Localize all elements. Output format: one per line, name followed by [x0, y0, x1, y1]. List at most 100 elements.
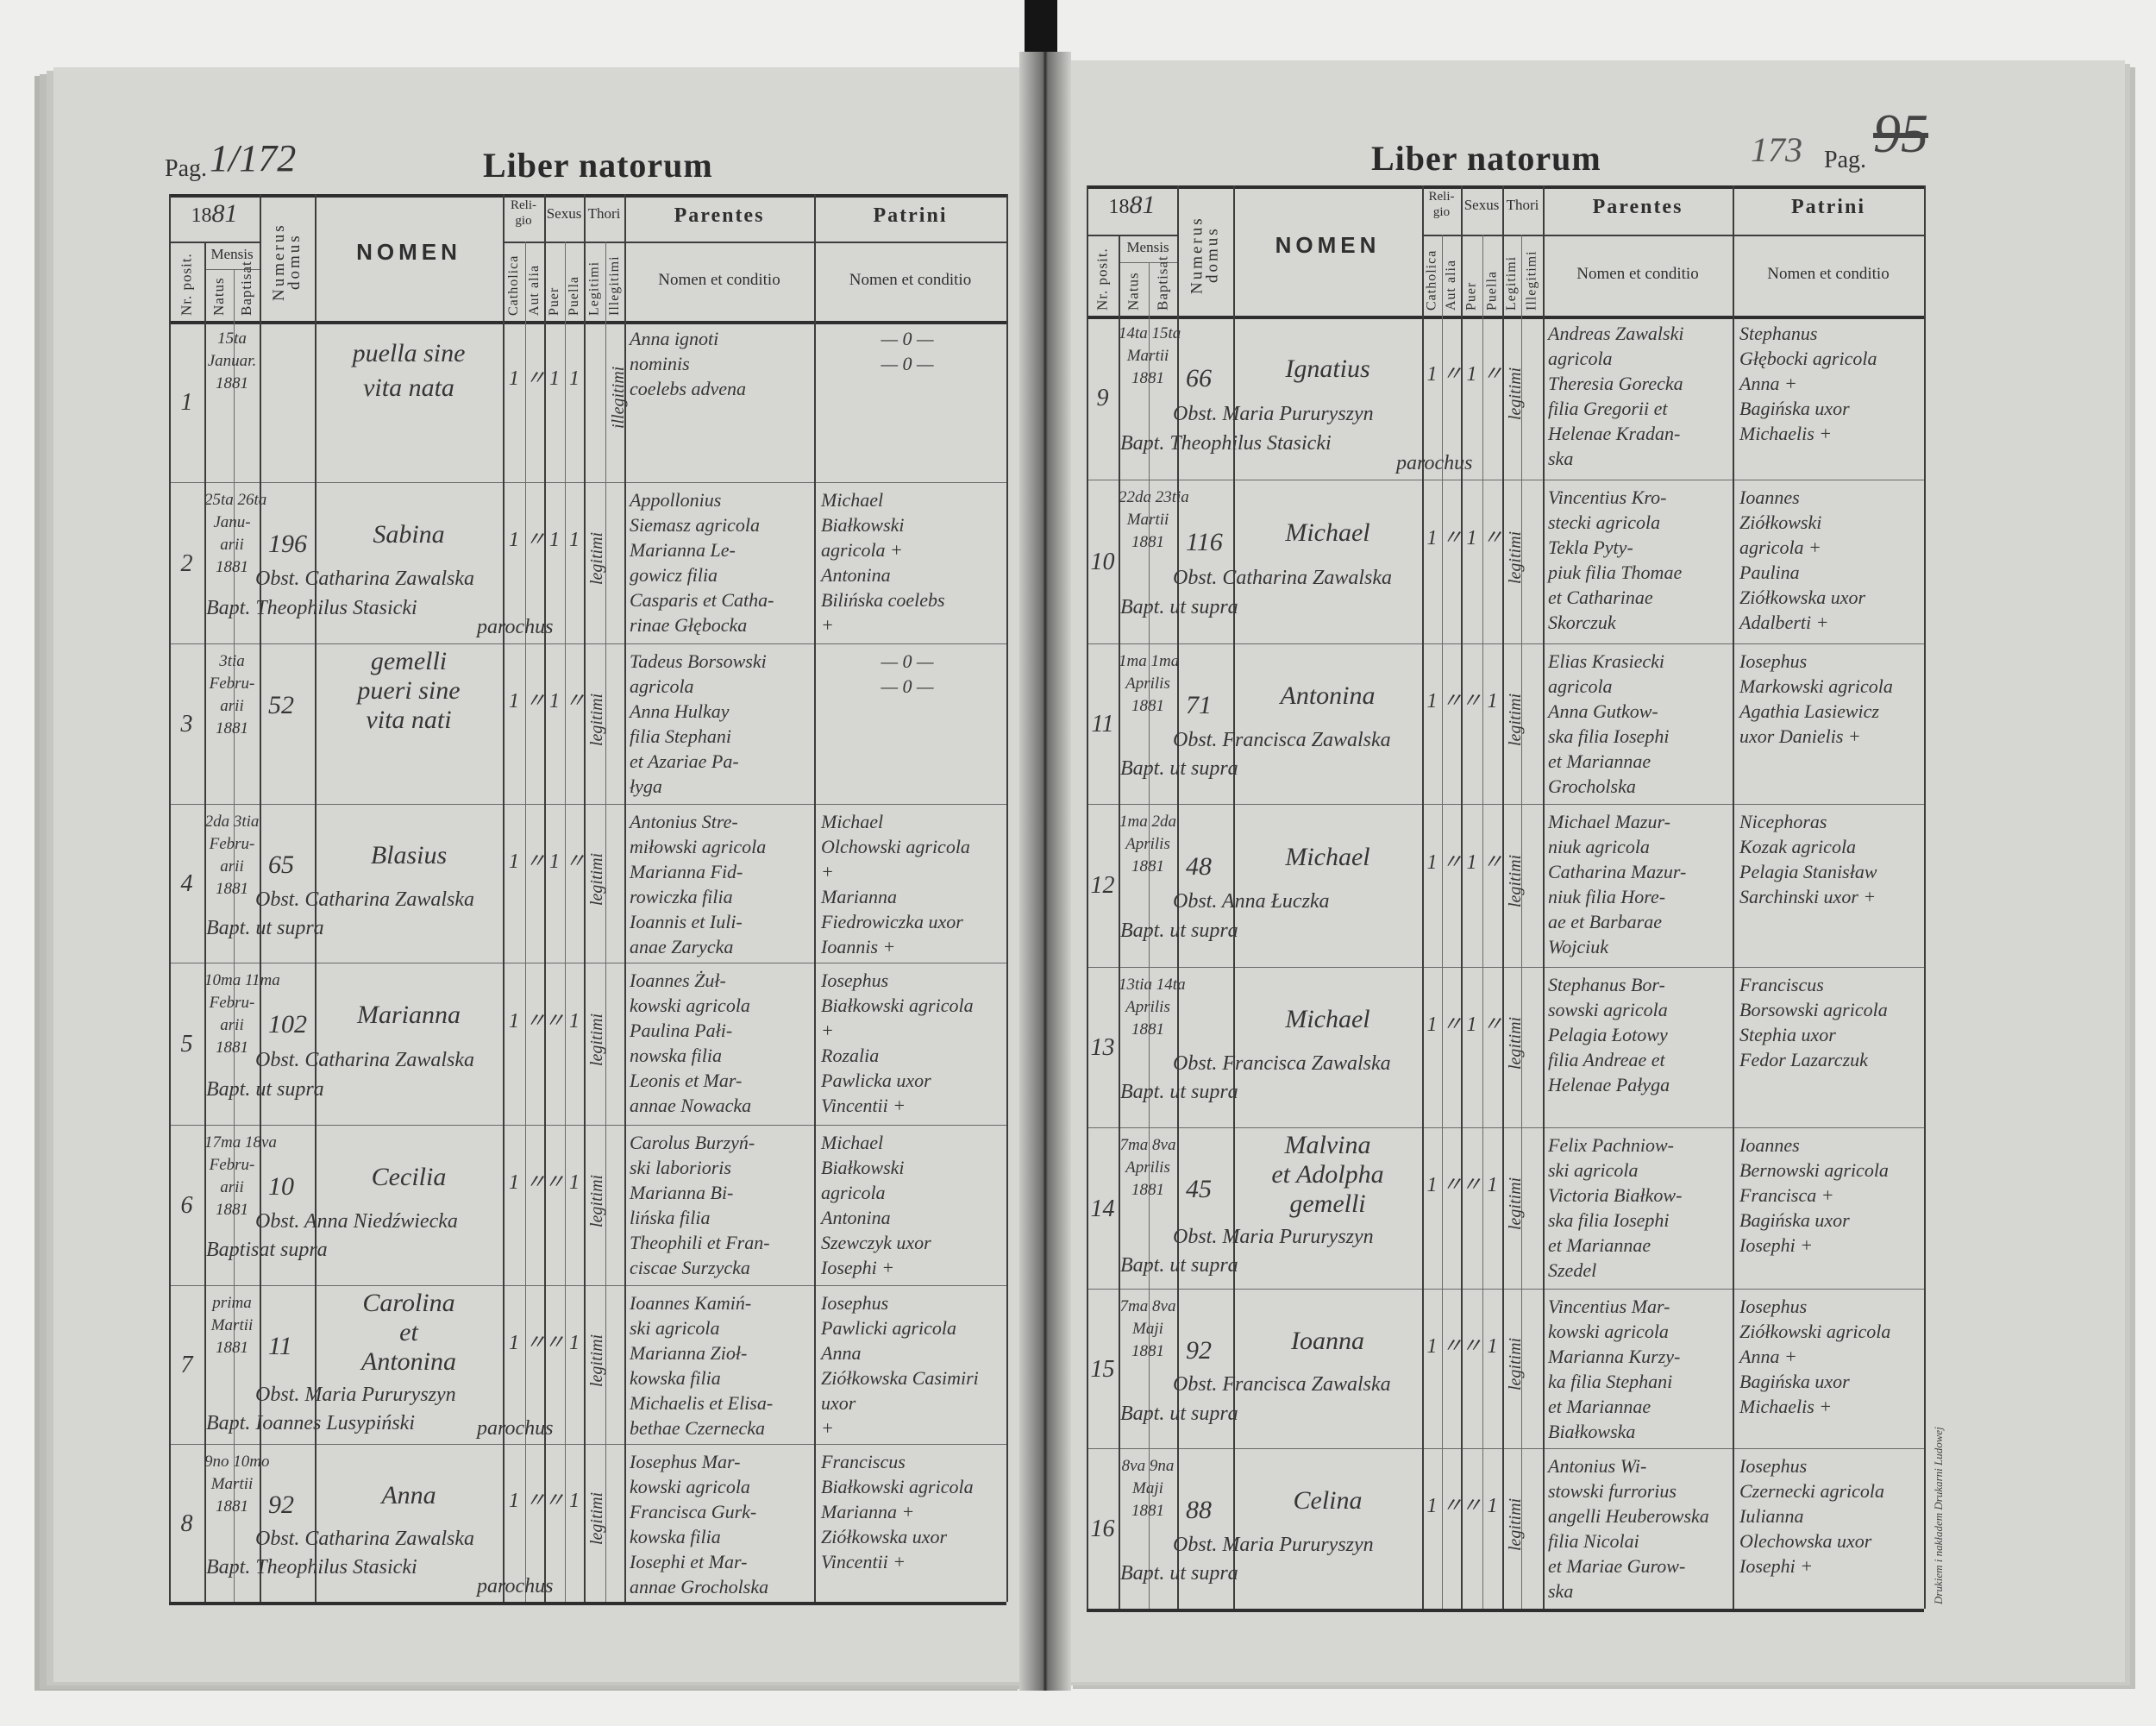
child-name: Michael [1233, 1002, 1422, 1037]
nr-posit-header: Nr. posit. [1094, 248, 1111, 311]
nomen-header: NOMEN [356, 238, 461, 265]
cath-mark: 1 [509, 690, 519, 713]
aut-mark: 〃 [525, 850, 546, 873]
year-prefix: 18 [1108, 196, 1130, 218]
column-line [525, 242, 526, 1602]
cath-mark: 1 [1426, 363, 1438, 386]
midwife-line: Obst. Catharina Zawalska [255, 1048, 475, 1071]
baptizer-line: Bapt. ut supra [1120, 1081, 1238, 1104]
child-name-line: Blasius [370, 841, 448, 870]
puer-mark: 1 [1466, 850, 1477, 874]
godparents-line: Ziółkowski [1739, 512, 1822, 533]
parents-line: ski laborioris [630, 1157, 731, 1178]
parents-line: gowicz filia [630, 564, 718, 586]
aut-mark: 〃 [525, 367, 546, 391]
year-handwritten: 81 [1129, 191, 1156, 219]
entry-date: 2da 3tia Febru-arii 1881 [204, 811, 260, 901]
cath-mark: 1 [509, 529, 519, 552]
date-line: Martii [1126, 347, 1169, 365]
aut-mark: 〃 [525, 690, 546, 713]
godparents-line: Pawlicki agricola [821, 1317, 957, 1339]
parents-line: angelli Heuberowska [1548, 1505, 1709, 1527]
header-split-line [169, 242, 260, 243]
puella-mark: 〃 [565, 690, 586, 713]
parents-line: Siemasz agricola [630, 514, 760, 536]
parents-line: Białkowska [1548, 1421, 1636, 1442]
baptizer-title: parochus [477, 1575, 554, 1598]
house-number: 71 [1186, 690, 1212, 719]
column-line [1543, 185, 1545, 1609]
column-line [1502, 185, 1504, 1609]
midwife-line: Obst. Catharina Zawalska [255, 888, 475, 911]
parentes-header: Parentes [674, 204, 765, 227]
child-name-line: et Adolpha [1271, 1160, 1384, 1189]
date-line: Febru- [209, 994, 255, 1012]
parents-line: Theresia Gorecka [1548, 373, 1683, 394]
column-line [1521, 235, 1522, 1609]
cath-mark: 1 [1426, 1334, 1438, 1358]
parents-entry: Elias Krasiecki agricola Anna Gutkow-ska f… [1548, 649, 1670, 799]
baptizer-line: Bapt. ut supra [206, 916, 324, 939]
row-divider [1087, 1127, 1924, 1128]
entry-date: 1ma 2da Aprilis 1881 [1119, 811, 1177, 878]
parents-line: Michael Mazur- [1548, 811, 1670, 832]
parents-line: kowski agricola [1548, 1321, 1669, 1342]
midwife-line: Obst. Anna Niedźwiecka [255, 1209, 458, 1233]
parents-line: agricola [630, 675, 694, 697]
parents-line: et Azariae Pa- [630, 750, 739, 772]
date-line: 8va 9na [1121, 1457, 1175, 1475]
child-name-line: Marianna [357, 1001, 461, 1030]
legitimacy-note: legitimi [1506, 1016, 1525, 1070]
puer-mark: 〃 [1461, 1174, 1482, 1197]
date-line: 1881 [216, 1201, 248, 1219]
parents-line: filia Nicolai [1548, 1530, 1639, 1552]
godparents-entry: Iosephus Markowski agricola Agathia Lasiew… [1739, 649, 1893, 749]
legitimacy-note: legitimi [1506, 854, 1525, 908]
godparents-line: Bagińska uxor [1739, 1209, 1850, 1231]
godparents-line: Iosephus [821, 970, 889, 991]
column-line [605, 242, 606, 1602]
house-number: 10 [268, 1171, 294, 1201]
date-line: 3tia [219, 652, 245, 670]
column-line [260, 194, 261, 1602]
column-line [503, 194, 505, 1602]
sexus-header: Sexus [546, 205, 582, 222]
column-line [169, 194, 171, 1602]
parents-line: filia Andreae et [1548, 1049, 1665, 1070]
child-name: Blasius [315, 838, 503, 873]
numerus-domus-header: Numerus domus [1188, 216, 1222, 294]
row-divider [169, 1285, 1006, 1286]
row-divider [169, 1125, 1006, 1126]
illegitimi-header: Illegitimi [1524, 250, 1539, 311]
row-divider [169, 482, 1006, 483]
godparents-line: Michael [821, 1132, 884, 1153]
date-line: 1881 [216, 880, 248, 898]
puer-mark: 〃 [1461, 1334, 1482, 1358]
puer-header: Puer [1463, 281, 1479, 311]
date-line: 1881 [1131, 697, 1164, 715]
religio-header: Reli-gio [511, 198, 536, 228]
parents-line: Vincentius Kro- [1548, 486, 1667, 508]
parents-line: lińska filia [630, 1207, 711, 1228]
godparents-line: Ioannes [1739, 1134, 1800, 1156]
puer-mark: 1 [549, 367, 560, 391]
godparents-line: Iosephi + [821, 1257, 895, 1278]
godparents-line: Białkowski [821, 1157, 905, 1178]
godparents-entry: Ioannes Bernowski agricola Francisca + Bagi… [1739, 1133, 1889, 1258]
parents-line: Stephanus Bor- [1548, 974, 1665, 995]
house-number: 65 [268, 850, 294, 880]
entry-date: 8va 9na Maji 1881 [1119, 1455, 1177, 1522]
house-number: 92 [1186, 1335, 1212, 1365]
date-line: 1881 [1131, 533, 1164, 551]
child-name-line: Ioanna [1291, 1326, 1364, 1355]
child-name: Celina [1233, 1484, 1422, 1518]
puer-mark: 1 [549, 850, 560, 873]
child-name: Michael [1233, 516, 1422, 550]
godparents-line: Adalberti + [1739, 612, 1829, 633]
date-line: 1881 [216, 374, 248, 392]
parents-line: ski agricola [630, 1317, 720, 1339]
column-line [544, 194, 546, 1602]
puella-mark: 1 [569, 1171, 580, 1195]
parents-line: Marianna Zioł- [630, 1342, 748, 1364]
house-number: 11 [268, 1332, 292, 1361]
